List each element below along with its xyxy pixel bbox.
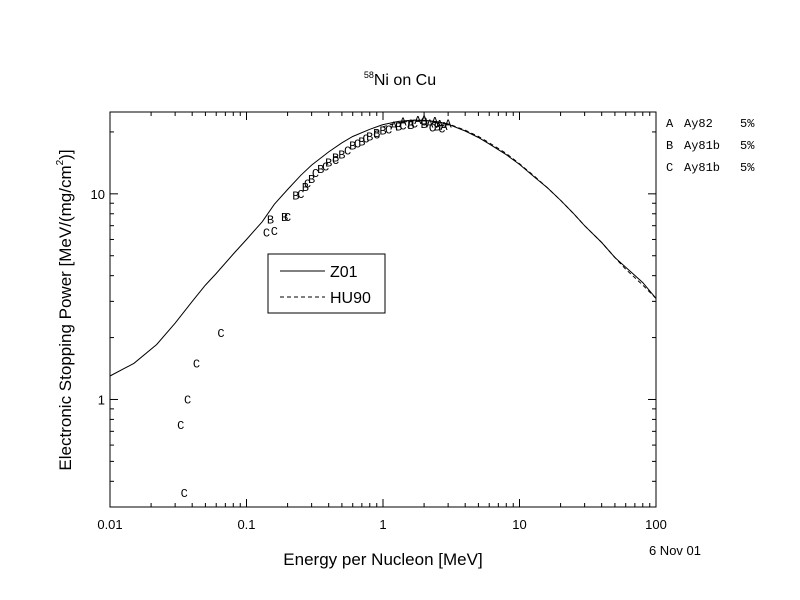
- data-point-a: A: [390, 119, 398, 133]
- data-point-b: B: [373, 127, 380, 141]
- data-point-b: B: [434, 121, 441, 135]
- data-point-a: A: [440, 120, 448, 134]
- data-point-b: B: [332, 152, 339, 166]
- data-point-c: C: [184, 393, 191, 407]
- side-legend-c-label: Ay81b: [684, 161, 720, 175]
- data-point-b: B: [407, 119, 414, 133]
- axis-ticks: [109, 112, 656, 508]
- x-tick-label: 10: [512, 517, 526, 532]
- side-legend-b-error: 5%: [740, 139, 755, 153]
- side-legend-b-marker: B: [666, 139, 673, 153]
- data-point-c: C: [304, 178, 311, 192]
- data-point-c: C: [217, 327, 224, 341]
- side-legend: A Ay82 5% B Ay81b 5% C Ay81b 5%: [666, 117, 755, 175]
- side-legend-b-label: Ay81b: [684, 139, 720, 153]
- data-point-b: B: [420, 118, 427, 132]
- data-point-b: B: [366, 131, 373, 145]
- y-axis-label-text: Electronic Stopping Power [MeV/(mg/cm: [56, 165, 75, 470]
- x-axis-label: Energy per Nucleon [MeV]: [283, 550, 482, 569]
- data-point-b: B: [325, 157, 332, 171]
- y-axis-label-superscript: 2: [55, 159, 66, 165]
- data-point-c: C: [312, 167, 319, 181]
- axis-tick-labels: 0.01 0.1 1 10 100 1 10: [91, 187, 667, 532]
- legend-box: Z01 HU90: [267, 253, 386, 314]
- x-tick-label: 100: [645, 517, 667, 532]
- data-point-b: B: [358, 135, 365, 149]
- y-axis-label: Electronic Stopping Power [MeV/(mg/cm2)]: [55, 149, 75, 470]
- data-point-b: B: [292, 190, 299, 204]
- legend-frame: [267, 253, 386, 314]
- data-point-b: B: [379, 125, 386, 139]
- data-point-a: A: [407, 117, 415, 131]
- data-point-a: A: [399, 115, 407, 129]
- data-point-c: C: [385, 124, 392, 138]
- data-point-a: A: [426, 117, 434, 131]
- legend-z01-label: Z01: [330, 264, 358, 281]
- data-point-b: B: [349, 139, 356, 153]
- data-point-c: C: [297, 188, 304, 202]
- data-point-a: A: [436, 118, 444, 132]
- data-point-c: C: [177, 419, 184, 433]
- data-point-c: C: [263, 226, 270, 240]
- data-point-b: B: [302, 181, 309, 195]
- data-point-a: A: [431, 115, 439, 129]
- data-point-c: C: [429, 122, 436, 136]
- y-axis-label-end: )]: [56, 149, 75, 159]
- date-note: 6 Nov 01: [649, 543, 701, 558]
- side-legend-a-error: 5%: [740, 117, 755, 131]
- data-point-c: C: [284, 211, 291, 225]
- data-point-c: C: [373, 129, 380, 143]
- side-legend-a-marker: A: [666, 117, 674, 131]
- data-point-c: C: [193, 357, 200, 371]
- chart-title-text: Ni on Cu: [374, 72, 436, 89]
- data-point-c: C: [411, 117, 418, 131]
- series-lines: [109, 119, 657, 377]
- data-point-c: C: [181, 487, 188, 501]
- data-point-b: B: [281, 211, 288, 225]
- series-line-hu90: [382, 120, 657, 299]
- chart-title-superscript: 58: [364, 70, 374, 80]
- data-point-b: B: [338, 149, 345, 163]
- data-point-c: C: [354, 137, 361, 151]
- x-tick-label: 0.01: [97, 517, 122, 532]
- series-line-z01: [109, 119, 657, 377]
- data-point-c: C: [271, 225, 278, 239]
- data-point-c: C: [362, 132, 369, 146]
- side-legend-c-error: 5%: [740, 161, 755, 175]
- chart-title: 58Ni on Cu: [364, 70, 436, 89]
- x-tick-label: 1: [379, 517, 386, 532]
- data-point-b: B: [267, 214, 274, 228]
- y-tick-label: 10: [91, 187, 105, 202]
- data-point-c: C: [438, 122, 445, 136]
- data-point-c: C: [420, 115, 427, 129]
- data-point-b: B: [395, 121, 402, 135]
- data-point-a: A: [445, 117, 453, 131]
- legend-hu90-label: HU90: [330, 290, 371, 307]
- data-point-b: B: [317, 163, 324, 177]
- data-point-c: C: [399, 119, 406, 133]
- x-tick-label: 0.1: [237, 517, 255, 532]
- data-point-b: B: [308, 173, 315, 187]
- data-point-a: A: [414, 114, 422, 128]
- data-point-c: C: [344, 145, 351, 159]
- y-tick-label: 1: [98, 392, 105, 407]
- data-point-c: C: [332, 154, 339, 168]
- side-legend-a-label: Ay82: [684, 117, 713, 131]
- side-legend-c-marker: C: [666, 161, 673, 175]
- data-point-a: A: [420, 113, 428, 127]
- data-point-c: C: [322, 160, 329, 174]
